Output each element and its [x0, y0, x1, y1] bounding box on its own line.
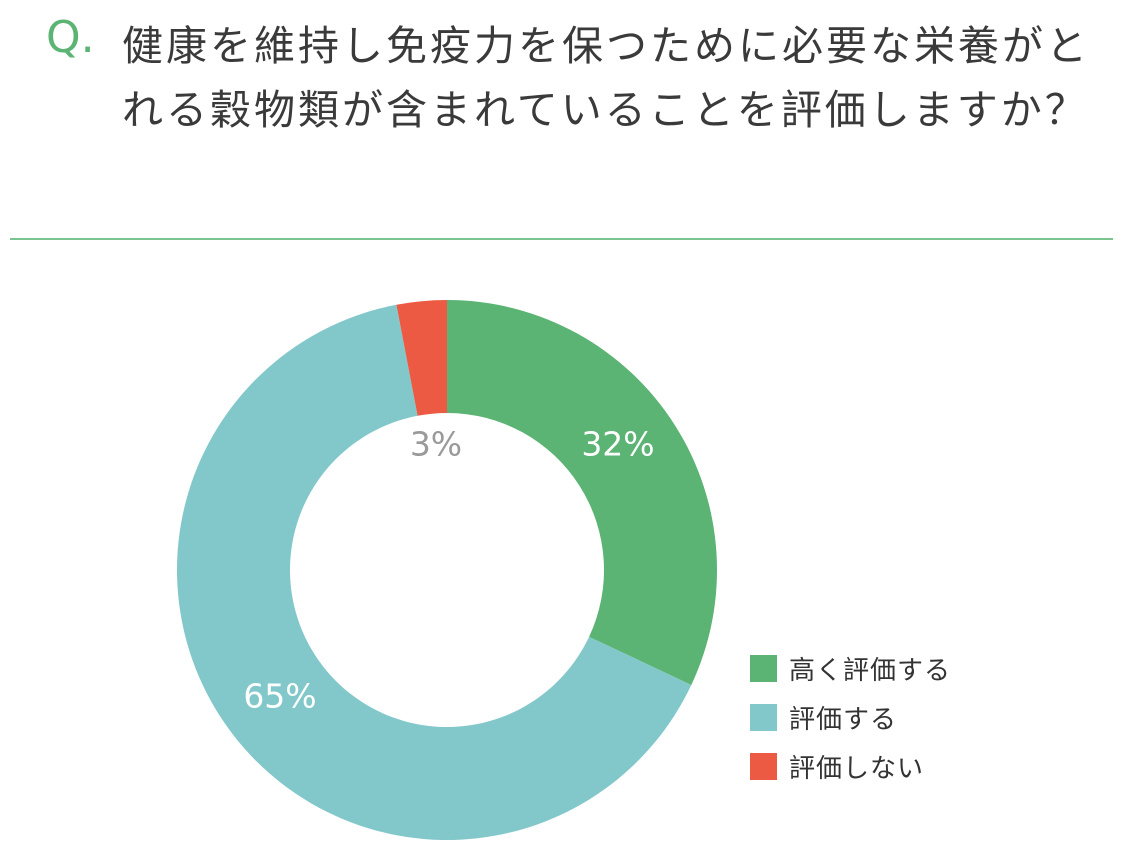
legend-swatch-high	[750, 655, 777, 682]
slice-evaluate	[176, 304, 692, 840]
legend-item-evaluate: 評価する	[750, 693, 951, 742]
slice-not	[396, 300, 447, 416]
legend-label-evaluate: 評価する	[789, 705, 898, 735]
divider-line	[10, 238, 1113, 240]
legend-swatch-not	[750, 753, 777, 780]
legend-swatch-evaluate	[750, 704, 777, 731]
slice-high	[447, 300, 717, 685]
question-mark-label: Q.	[46, 12, 95, 63]
data-label-high: 32%	[581, 425, 654, 464]
legend: 高く評価する 評価する 評価しない	[750, 644, 951, 791]
data-label-evaluate: 65%	[243, 677, 316, 716]
legend-item-not: 評価しない	[750, 742, 951, 791]
question-text: 健康を維持し免疫力を保つために必要な栄養がとれる穀物類が含まれていることを評価し…	[122, 22, 1090, 134]
legend-label-not: 評価しない	[789, 754, 925, 784]
legend-item-high: 高く評価する	[750, 644, 951, 693]
legend-label-high: 高く評価する	[789, 656, 952, 686]
data-label-not: 3%	[410, 425, 462, 464]
